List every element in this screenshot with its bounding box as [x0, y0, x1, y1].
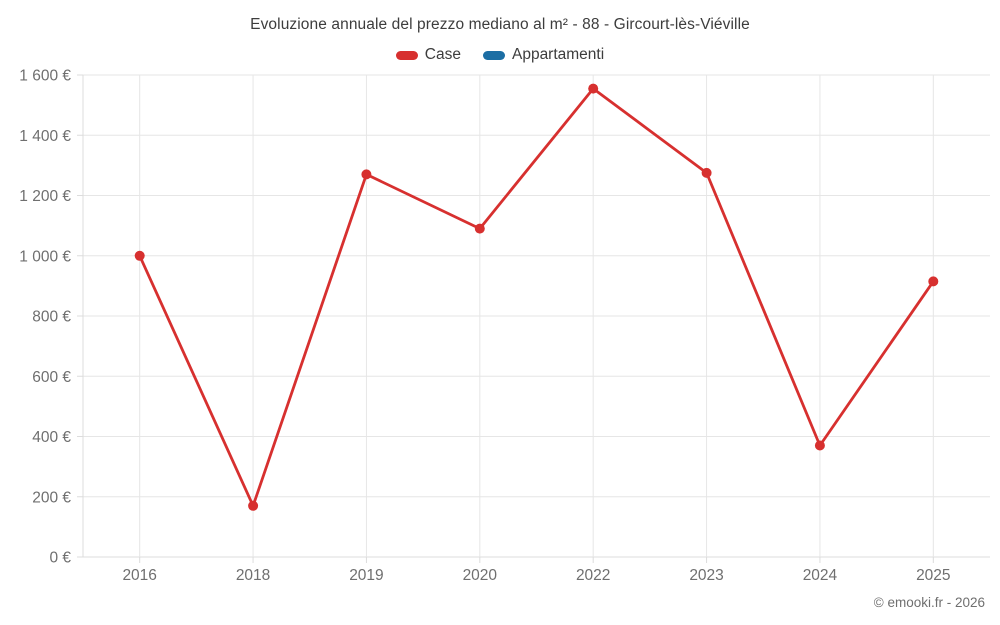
data-point-case-2020[interactable]: [474, 223, 485, 234]
legend-label: Case: [424, 46, 461, 63]
legend-label: Appartamenti: [511, 46, 605, 63]
x-axis-label-2022: 2022: [576, 567, 610, 584]
chart-credit: © emooki.fr - 2026: [873, 595, 985, 610]
y-axis-label: 1 600 €: [19, 68, 71, 85]
data-point-case-2025[interactable]: [928, 276, 939, 287]
legend-item-case[interactable]: Case: [395, 46, 461, 64]
data-point-case-2016[interactable]: [134, 250, 145, 261]
y-axis-label: 1 200 €: [19, 188, 71, 205]
x-axis-label-2019: 2019: [349, 567, 383, 584]
x-axis-label-2024: 2024: [803, 567, 838, 584]
y-axis-label: 1 400 €: [19, 128, 71, 145]
y-axis-label: 400 €: [32, 429, 71, 446]
x-axis-label-2025: 2025: [916, 567, 950, 584]
x-axis-label-2016: 2016: [122, 567, 156, 584]
y-axis-label: 600 €: [32, 369, 71, 386]
data-point-case-2018[interactable]: [248, 500, 259, 511]
data-point-case-2024[interactable]: [814, 440, 825, 451]
x-axis-label-2020: 2020: [463, 567, 498, 584]
y-axis-label: 0 €: [49, 550, 71, 567]
y-axis-label: 1 000 €: [19, 248, 71, 265]
data-point-case-2022[interactable]: [588, 83, 599, 94]
chart-legend: Case Appartamenti: [0, 46, 1000, 64]
legend-item-appartamenti[interactable]: Appartamenti: [482, 46, 605, 64]
legend-swatch-case: [395, 50, 418, 60]
data-point-case-2019[interactable]: [361, 169, 372, 180]
y-axis-label: 800 €: [32, 309, 71, 326]
y-axis-label: 200 €: [32, 489, 71, 506]
data-point-case-2023[interactable]: [701, 167, 712, 178]
chart-title: Evoluzione annuale del prezzo mediano al…: [250, 16, 750, 33]
x-axis-label-2018: 2018: [236, 567, 270, 584]
series-line-case: [138, 87, 935, 508]
x-axis-label-2023: 2023: [689, 567, 723, 584]
legend-swatch-appartamenti: [482, 50, 505, 60]
